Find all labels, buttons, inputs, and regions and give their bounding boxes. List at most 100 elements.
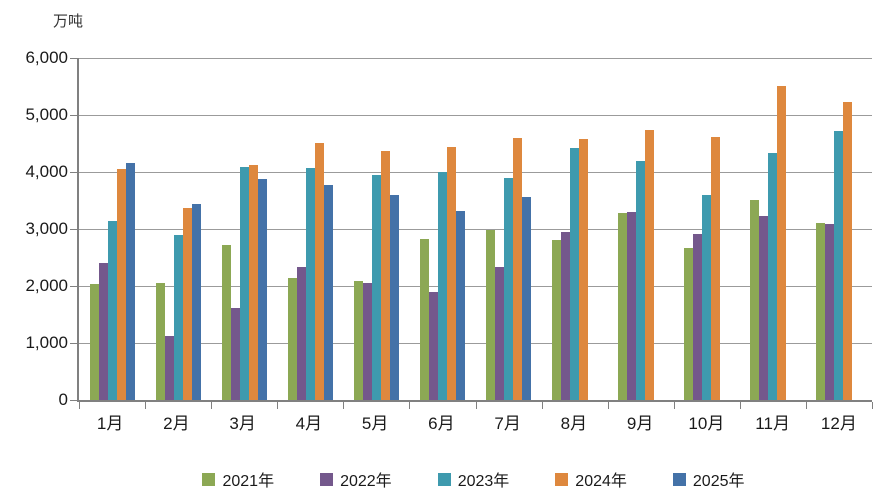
legend-swatch-icon [437, 472, 451, 486]
legend-item-2025年: 2025年 [672, 467, 745, 491]
bar-2022年-3月 [230, 308, 240, 400]
x-axis-tick-label: 1月 [96, 414, 124, 433]
legend-item-2024年: 2024年 [555, 467, 627, 491]
bar-2024年-4月 [314, 143, 324, 400]
x-axis-tick [806, 402, 807, 409]
x-axis-tick-label: 9月 [626, 414, 654, 433]
y-axis-tick-label: 6,000 [25, 48, 68, 67]
gridline [79, 343, 872, 344]
x-axis-tick [211, 402, 212, 409]
bar-2025年-4月 [323, 185, 333, 400]
y-axis-tick [70, 115, 77, 116]
legend-item-2023年: 2023年 [437, 467, 510, 491]
x-axis-tick-labels: 1月 2月 3月 4月 5月 6月 7月 8月 9月 10月 11月 12月 [77, 409, 872, 434]
y-axis-tick [70, 343, 77, 344]
bar-group-9月 [608, 58, 674, 400]
bar-group-1月 [79, 58, 145, 400]
bar-2022年-1月 [98, 263, 108, 400]
bar-2025年-3月 [257, 179, 267, 400]
bar-2024年-5月 [380, 151, 390, 400]
bar-2023年-5月 [371, 175, 381, 400]
bar-2024年-1月 [116, 169, 126, 400]
bar-group-8月 [542, 58, 608, 400]
x-axis-tick [79, 402, 80, 409]
y-axis-unit-label: 万吨 [53, 13, 84, 30]
bar-groups [79, 58, 872, 400]
bar-group-12月 [806, 58, 872, 400]
legend-label: 2024年 [575, 473, 627, 490]
bar-2023年-9月 [636, 161, 646, 400]
legend-label: 2023年 [457, 473, 510, 490]
bar-2024年-6月 [446, 147, 456, 400]
y-axis-tick [70, 286, 77, 287]
bar-group-3月 [211, 58, 277, 400]
bar-2025年-6月 [455, 211, 465, 400]
legend-swatch-icon [555, 472, 569, 486]
x-axis-tick [145, 402, 146, 409]
bar-2022年-8月 [561, 232, 571, 400]
y-axis-tick [70, 229, 77, 230]
legend-swatch-icon [320, 472, 334, 486]
y-axis-tick-label: 3,000 [25, 219, 68, 238]
bar-2022年-7月 [495, 267, 504, 400]
x-axis-tick-label: 3月 [229, 414, 256, 433]
x-axis-tick-label: 11月 [755, 414, 790, 433]
bar-2021年-8月 [552, 240, 562, 400]
y-axis-tick-label: 2,000 [25, 276, 68, 295]
y-axis-tick [70, 400, 77, 401]
y-axis-tick [70, 58, 77, 59]
bar-group-5月 [343, 58, 409, 400]
bar-2021年-3月 [221, 245, 231, 400]
legend-item-2022年: 2022年 [320, 467, 392, 491]
bar-group-2月 [145, 58, 211, 400]
bar-2023年-11月 [768, 153, 778, 400]
bar-2023年-1月 [107, 221, 117, 400]
x-axis-tick [476, 402, 477, 409]
legend-item-2021年: 2021年 [202, 467, 274, 491]
legend-swatch-icon [672, 472, 686, 486]
bar-2022年-4月 [296, 267, 306, 400]
bar-2023年-7月 [504, 178, 513, 400]
bar-2024年-3月 [248, 165, 258, 400]
x-axis-tick [542, 402, 543, 409]
bar-2025年-1月 [125, 163, 135, 400]
bar-2021年-2月 [155, 283, 165, 400]
legend-label: 2025年 [692, 473, 745, 490]
bar-2024年-8月 [579, 139, 589, 400]
x-axis-tick-label: 12月 [820, 414, 857, 433]
bar-group-4月 [277, 58, 343, 400]
bar-2025年-5月 [389, 195, 399, 400]
x-axis-tick [740, 402, 741, 409]
bar-2022年-6月 [428, 292, 438, 400]
x-axis-tick [608, 402, 609, 409]
y-axis-tick-labels: 6,000 5,000 4,000 3,000 2,000 1,000 0 [0, 0, 68, 504]
gridline [79, 286, 872, 287]
plot-area [70, 58, 873, 409]
bar-2024年-7月 [513, 138, 522, 400]
y-axis-tick-label: 5,000 [25, 105, 68, 124]
bar-2021年-9月 [618, 213, 628, 400]
bar-2025年-2月 [191, 204, 201, 400]
bar-2022年-12月 [825, 224, 835, 400]
bar-2023年-10月 [702, 195, 712, 400]
gridline [79, 115, 872, 116]
x-axis-tick [872, 402, 873, 409]
bar-2023年-2月 [173, 235, 183, 400]
bar-2021年-6月 [419, 239, 429, 400]
bar-2023年-8月 [570, 148, 580, 400]
bar-2024年-11月 [777, 86, 787, 400]
bar-group-11月 [740, 58, 806, 400]
gridline [79, 172, 872, 173]
bar-2023年-3月 [239, 167, 249, 400]
x-axis-tick-label: 4月 [295, 414, 323, 433]
legend-swatch-icon [202, 472, 216, 486]
bar-2024年-9月 [645, 130, 655, 400]
bar-2021年-10月 [684, 248, 694, 400]
bar-group-10月 [674, 58, 740, 400]
x-axis-tick-label: 5月 [361, 414, 389, 433]
gridline [79, 229, 872, 230]
x-axis-tick [674, 402, 675, 409]
y-axis-tick-label: 0 [58, 390, 68, 409]
x-axis-tick-label: 8月 [560, 414, 588, 433]
